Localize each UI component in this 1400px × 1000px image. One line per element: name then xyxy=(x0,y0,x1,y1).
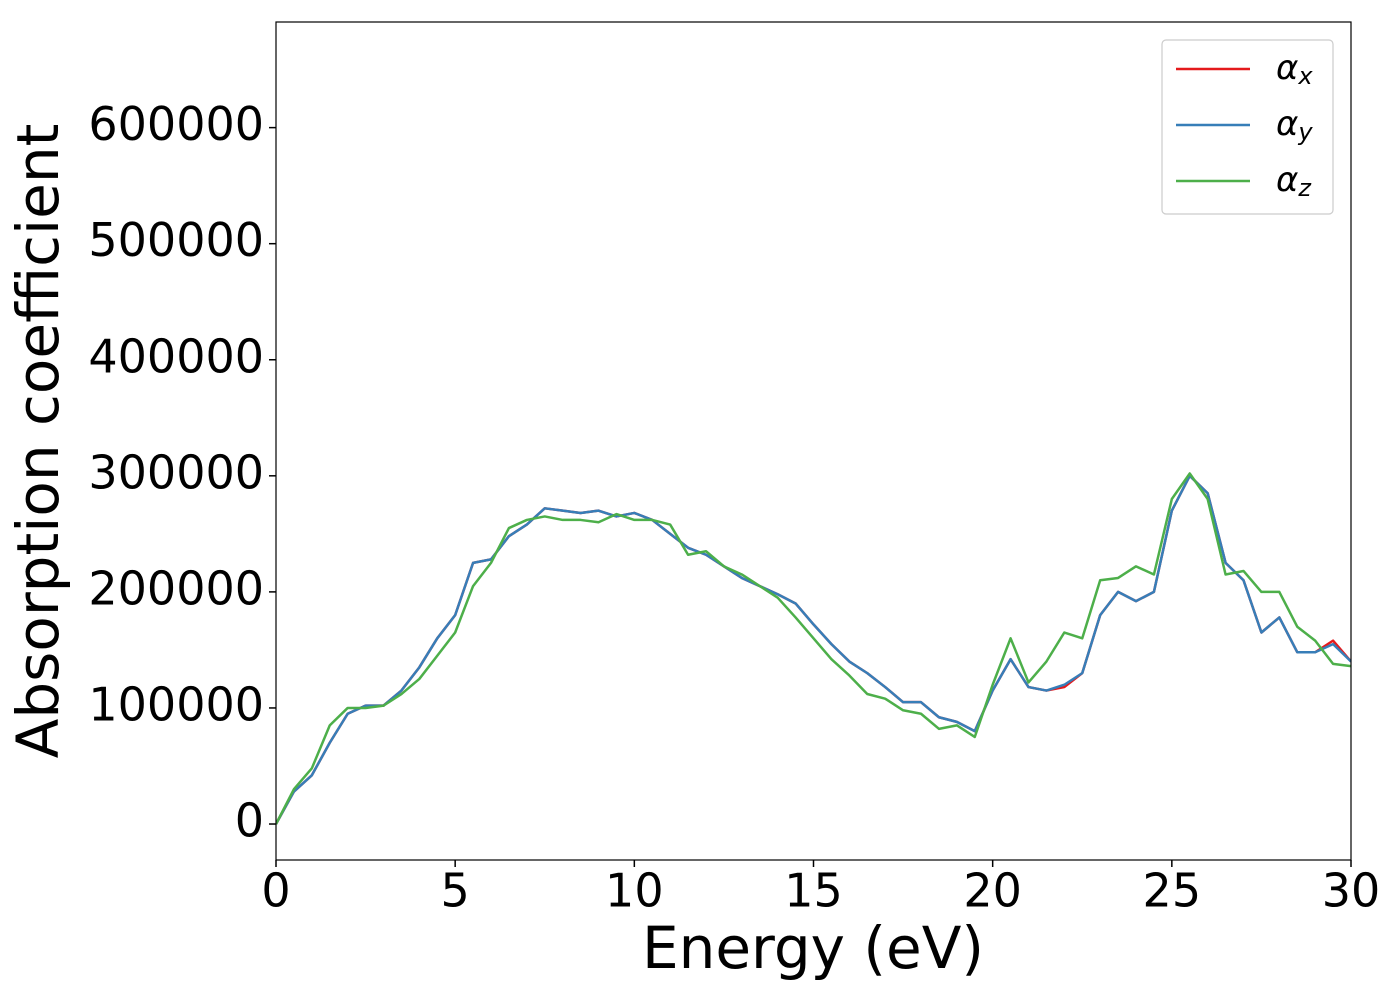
x-tick-label: 25 xyxy=(1143,864,1202,918)
line-series xyxy=(276,472,1351,825)
x-axis-label: Energy (eV) xyxy=(642,914,984,982)
y-tick-label: 200000 xyxy=(88,561,264,615)
y-tick-label: 100000 xyxy=(88,677,264,731)
legend-label: αy xyxy=(1276,104,1313,147)
x-tick-label: 10 xyxy=(605,864,664,918)
y-tick-label: 500000 xyxy=(88,213,264,267)
legend-label: αz xyxy=(1276,160,1312,203)
y-axis-label: Absorption coefficient xyxy=(4,124,72,759)
x-tick-label: 30 xyxy=(1322,864,1381,918)
y-tick-label: 400000 xyxy=(88,329,264,383)
line-series xyxy=(276,474,1351,825)
y-tick-label: 300000 xyxy=(88,445,264,499)
y-tick-label: 0 xyxy=(235,794,264,848)
x-tick-label: 20 xyxy=(963,864,1022,918)
legend-box xyxy=(1161,39,1334,215)
legend-label: αx xyxy=(1276,48,1313,91)
x-tick-label: 0 xyxy=(261,864,290,918)
y-tick-label: 600000 xyxy=(88,97,264,151)
plot-frame xyxy=(275,21,1352,861)
x-tick-label: 5 xyxy=(441,864,470,918)
x-tick-label: 15 xyxy=(784,864,843,918)
